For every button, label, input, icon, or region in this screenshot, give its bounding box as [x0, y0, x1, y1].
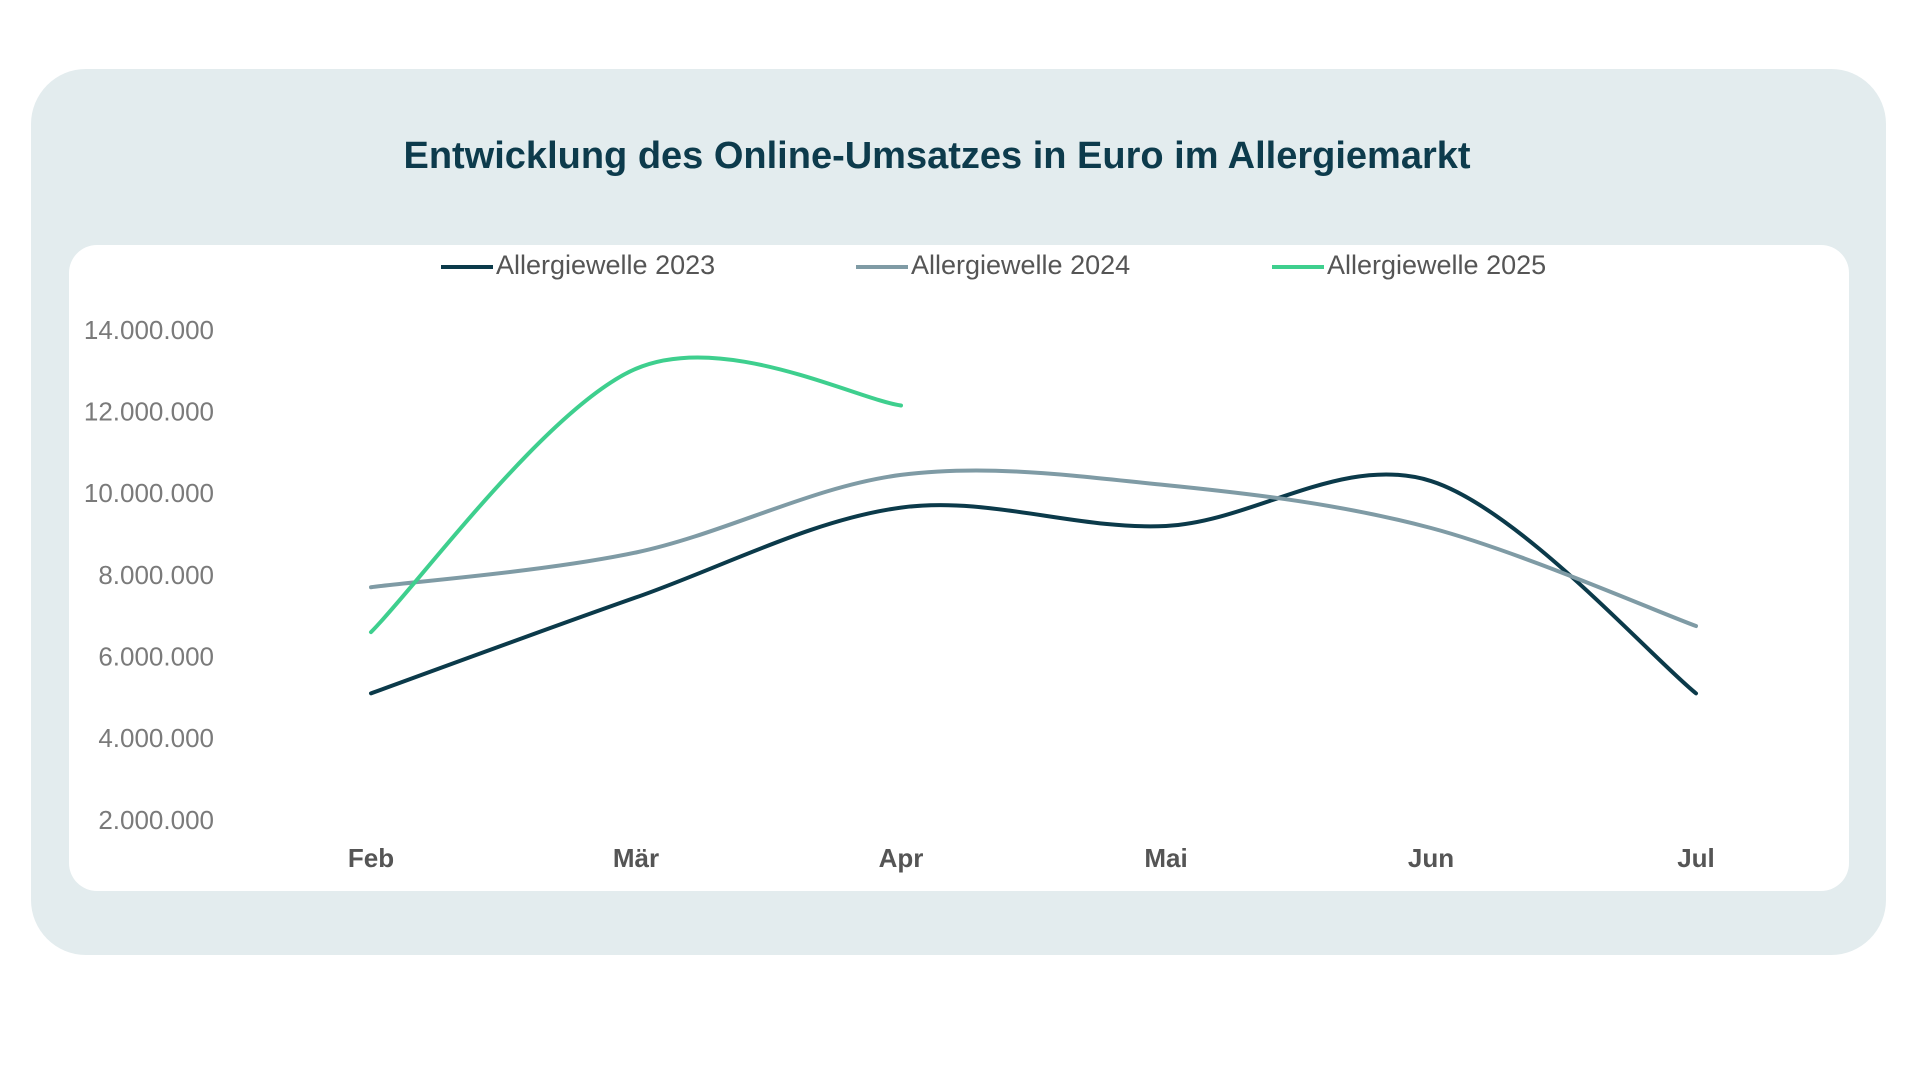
legend-label: Allergiewelle 2024: [911, 250, 1130, 280]
x-tick-label: Mär: [613, 843, 659, 873]
y-tick-label: 6.000.000: [98, 642, 214, 672]
y-tick-label: 14.000.000: [84, 315, 214, 345]
plot-card: [69, 245, 1849, 891]
series-line: [369, 355, 903, 635]
y-tick-label: 2.000.000: [98, 805, 214, 835]
y-tick-label: 12.000.000: [84, 397, 214, 427]
series-line: [369, 472, 1698, 696]
chart-title: Entwicklung des Online-Umsatzes in Euro …: [403, 135, 1470, 177]
x-tick-label: Mai: [1144, 843, 1187, 873]
x-tick-label: Apr: [879, 843, 924, 873]
y-tick-label: 10.000.000: [84, 478, 214, 508]
x-tick-label: Feb: [348, 843, 394, 873]
legend-label: Allergiewelle 2025: [1327, 250, 1546, 280]
series-line: [369, 468, 1698, 628]
x-tick-label: Jun: [1408, 843, 1454, 873]
legend-label: Allergiewelle 2023: [496, 250, 715, 280]
y-tick-label: 8.000.000: [98, 560, 214, 590]
y-tick-label: 4.000.000: [98, 723, 214, 753]
x-tick-label: Jul: [1677, 843, 1715, 873]
